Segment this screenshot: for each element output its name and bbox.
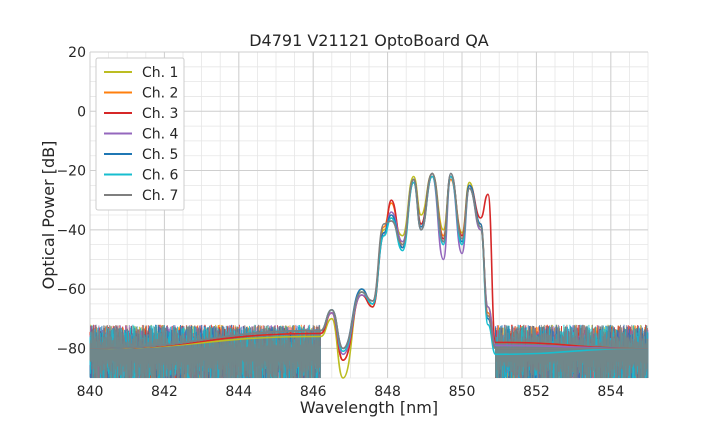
series-line <box>89 172 648 350</box>
legend-frame <box>95 57 185 211</box>
series-layer <box>89 172 649 379</box>
x-tick-label: 854 <box>597 384 624 400</box>
legend-label: Ch. 5 <box>142 147 178 163</box>
x-tick-label: 852 <box>523 384 550 400</box>
x-tick-label: 842 <box>151 384 178 400</box>
legend-label: Ch. 3 <box>142 106 178 122</box>
x-axis-label: Wavelength [nm] <box>300 398 438 417</box>
x-tick-label: 848 <box>374 384 401 400</box>
x-tick-label: 846 <box>300 384 327 400</box>
x-tick-label: 850 <box>449 384 476 400</box>
legend-label: Ch. 6 <box>142 168 179 184</box>
legend-label: Ch. 7 <box>142 188 178 204</box>
y-tick-label: 20 <box>68 45 86 61</box>
y-axis-ticks: 20 0 −20 −40 −60 −80 <box>56 45 86 357</box>
x-tick-label: 840 <box>77 384 104 400</box>
legend: Ch. 1 Ch. 2 Ch. 3 Ch. 4 Ch. 5 Ch. 6 Ch. 7 <box>95 57 185 211</box>
y-tick-label: 0 <box>77 104 86 120</box>
legend-label: Ch. 1 <box>142 65 178 81</box>
y-tick-label: −60 <box>56 282 86 298</box>
y-tick-label: −80 <box>56 341 86 357</box>
y-tick-label: −20 <box>56 164 86 180</box>
y-tick-label: −40 <box>56 223 86 239</box>
y-axis-label: Optical Power [dB] <box>39 141 58 290</box>
chart-title: D4791 V21121 OptoBoard QA <box>249 31 489 50</box>
x-tick-label: 844 <box>225 384 252 400</box>
legend-label: Ch. 4 <box>142 127 179 143</box>
legend-label: Ch. 2 <box>142 86 178 102</box>
x-axis-ticks: 840 842 844 846 848 850 852 854 <box>77 384 625 400</box>
